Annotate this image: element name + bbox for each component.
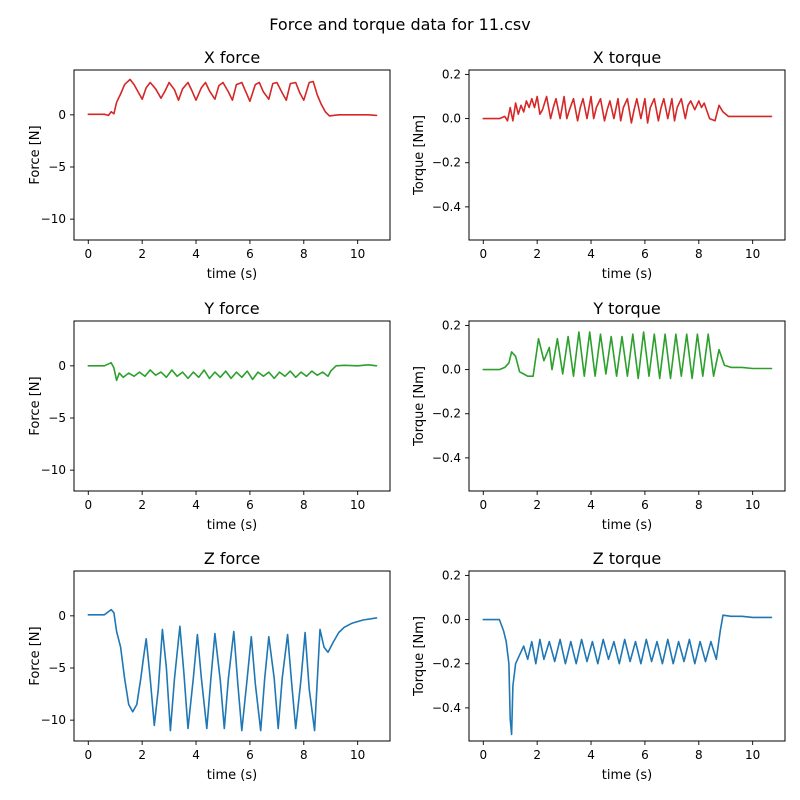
subplot-title: Y force: [203, 299, 259, 318]
series-line: [87, 608, 378, 732]
x-tick-label: 4: [192, 247, 200, 261]
x-tick-label: 8: [695, 748, 703, 762]
x-tick-label: 8: [300, 748, 308, 762]
x-tick-label: 4: [587, 498, 595, 512]
axes-frame: [73, 320, 391, 492]
y-tick-label: −0.2: [432, 156, 461, 170]
x-axis-label: time (s): [602, 267, 652, 282]
subplot-z-torque: Z torque 0 2 4 6 8 10 −0.4 −0.2 0.0 0.2 time (s) Tor…: [412, 549, 786, 783]
subplot-title: X force: [204, 48, 260, 67]
axes-frame: [73, 69, 391, 241]
x-tick-label: 6: [246, 247, 254, 261]
subplot-title: Y torque: [592, 299, 660, 318]
x-axis-label: time (s): [207, 267, 257, 282]
y-axis-label: Force [N]: [28, 125, 43, 184]
y-axis-label: Torque [Nm]: [412, 616, 427, 697]
x-tick-label: 10: [745, 748, 760, 762]
x-tick-label: 2: [533, 247, 541, 261]
y-tick-label: 0.0: [442, 112, 461, 126]
y-tick-label: 0.2: [442, 67, 461, 81]
x-tick-label: 0: [84, 748, 92, 762]
x-tick-label: 4: [587, 247, 595, 261]
series-line: [482, 614, 773, 736]
x-tick-label: 10: [350, 247, 365, 261]
y-tick-label: −0.4: [432, 200, 461, 214]
y-tick-label: 0: [58, 609, 66, 623]
x-tick-label: 6: [246, 498, 254, 512]
y-tick-label: −0.2: [432, 407, 461, 421]
series-line: [482, 95, 773, 124]
subplot-y-force: Y force 0 2 4 6 8 10 −10 −5 0 time (s) Force [N]: [28, 299, 391, 533]
x-tick-label: 2: [533, 748, 541, 762]
x-axis-label: time (s): [207, 518, 257, 533]
x-tick-label: 0: [479, 498, 487, 512]
y-tick-label: −10: [41, 463, 66, 477]
y-tick-label: −5: [48, 661, 66, 675]
y-tick-label: −5: [48, 160, 66, 174]
x-tick-label: 2: [533, 498, 541, 512]
x-tick-label: 2: [138, 748, 146, 762]
x-tick-label: 10: [745, 247, 760, 261]
x-tick-label: 6: [641, 498, 649, 512]
y-axis-label: Torque [Nm]: [412, 366, 427, 447]
y-tick-label: −10: [41, 713, 66, 727]
y-tick-label: −0.4: [432, 451, 461, 465]
subplot-title: Z torque: [593, 549, 662, 568]
x-tick-label: 8: [300, 498, 308, 512]
subplot-title: X torque: [593, 48, 662, 67]
x-tick-label: 8: [695, 247, 703, 261]
y-axis-label: Torque [Nm]: [412, 115, 427, 196]
subplot-title: Z force: [204, 549, 260, 568]
x-axis-label: time (s): [602, 518, 652, 533]
x-tick-label: 10: [350, 498, 365, 512]
x-tick-label: 10: [350, 748, 365, 762]
y-tick-label: −0.2: [432, 657, 461, 671]
axes-frame: [468, 69, 786, 241]
x-axis-label: time (s): [207, 768, 257, 783]
axes-frame: [73, 570, 391, 742]
x-tick-label: 4: [192, 748, 200, 762]
y-tick-label: −5: [48, 411, 66, 425]
x-tick-label: 0: [84, 247, 92, 261]
subplot-x-force: X force 0 2 4 6 8 10 −10 −5 0 time (s) Force [N]: [28, 48, 391, 282]
axes-frame: [468, 320, 786, 492]
subplot-y-torque: Y torque 0 2 4 6 8 10 −0.4 −0.2 0.0 0.2 time (s) Tor…: [412, 299, 786, 533]
figure-title: Force and torque data for 11.csv: [269, 15, 530, 34]
y-tick-label: 0.0: [442, 613, 461, 627]
x-tick-label: 0: [479, 247, 487, 261]
x-tick-label: 8: [300, 247, 308, 261]
x-tick-label: 8: [695, 498, 703, 512]
x-axis-label: time (s): [602, 768, 652, 783]
y-tick-label: 0.2: [442, 568, 461, 582]
x-tick-label: 0: [84, 498, 92, 512]
subplot-grid: X force 0 2 4 6 8 10 −10 −5 0 time (s) Force [N] X t…: [28, 48, 786, 783]
subplot-z-force: Z force 0 2 4 6 8 10 −10 −5 0 time (s) Force [N]: [28, 549, 391, 783]
x-tick-label: 6: [641, 247, 649, 261]
x-tick-label: 4: [192, 498, 200, 512]
x-tick-label: 2: [138, 247, 146, 261]
series-line: [87, 361, 378, 382]
x-tick-label: 2: [138, 498, 146, 512]
x-tick-label: 4: [587, 748, 595, 762]
subplot-x-torque: X torque 0 2 4 6 8 10 −0.4 −0.2 0.0 0.2 time (s) Tor…: [412, 48, 786, 282]
x-tick-label: 10: [745, 498, 760, 512]
series-line: [87, 78, 378, 117]
x-tick-label: 6: [641, 748, 649, 762]
y-axis-label: Force [N]: [28, 626, 43, 685]
y-tick-label: 0.2: [442, 318, 461, 332]
y-axis-label: Force [N]: [28, 376, 43, 435]
y-tick-label: 0: [58, 108, 66, 122]
y-tick-label: 0: [58, 359, 66, 373]
series-line: [482, 331, 773, 380]
x-tick-label: 0: [479, 748, 487, 762]
axes-frame: [468, 570, 786, 742]
y-tick-label: −10: [41, 212, 66, 226]
y-tick-label: 0.0: [442, 363, 461, 377]
x-tick-label: 6: [246, 748, 254, 762]
y-tick-label: −0.4: [432, 701, 461, 715]
